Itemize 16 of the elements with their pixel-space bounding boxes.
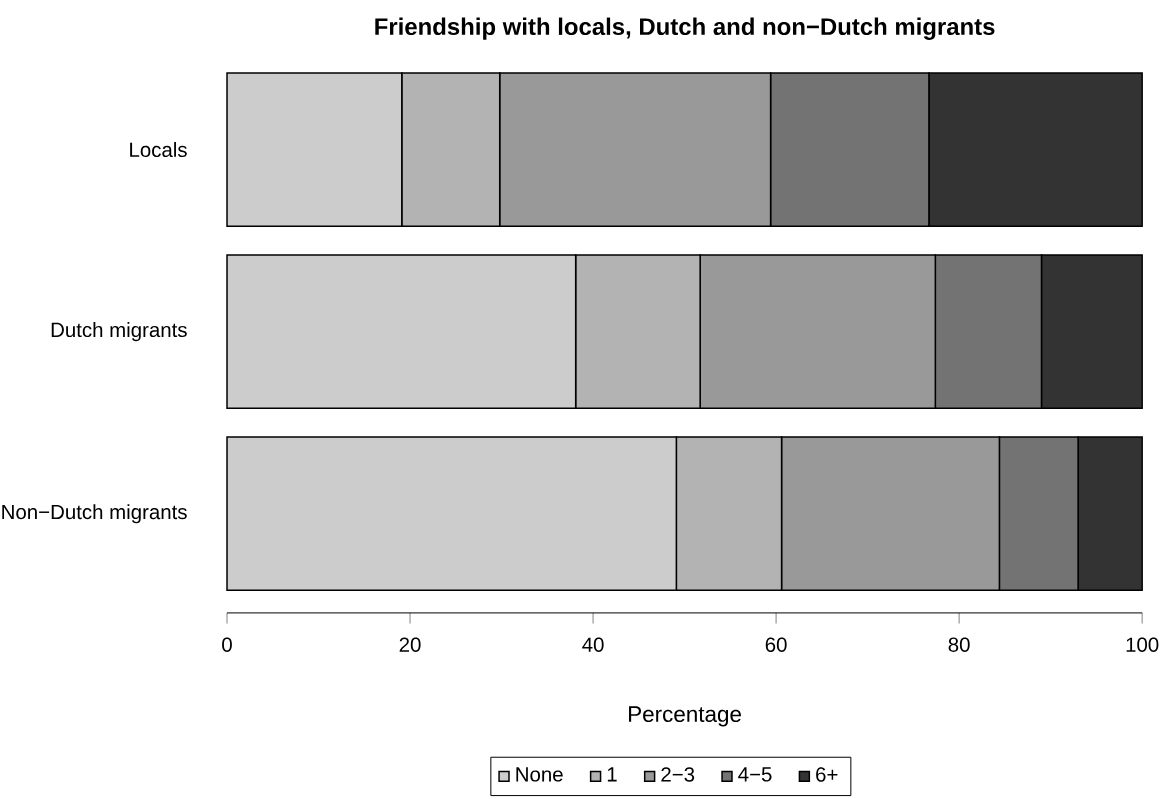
legend-label: None bbox=[516, 767, 563, 782]
x-tick-label: 100 bbox=[1126, 637, 1159, 652]
x-axis-title: Percentage bbox=[629, 706, 741, 727]
legend-label: 6+ bbox=[816, 766, 838, 782]
y-tick-label: Non−Dutch migrants bbox=[2, 503, 187, 524]
chart-title: Friendship with locals, Dutch and non−Dutch migrants bbox=[375, 17, 995, 40]
legend-label: 4−5 bbox=[738, 767, 772, 782]
x-tick-label: 0 bbox=[222, 637, 232, 652]
x-tick-label: 40 bbox=[582, 637, 604, 652]
y-tick-label: Dutch migrants bbox=[51, 321, 187, 341]
x-tick-label: 60 bbox=[765, 637, 787, 652]
x-tick-label: 20 bbox=[399, 637, 421, 652]
legend-label: 1 bbox=[607, 767, 617, 782]
x-tick-label: 80 bbox=[948, 637, 970, 652]
y-tick-label: Locals bbox=[130, 141, 187, 157]
legend-label: 2−3 bbox=[661, 766, 695, 782]
